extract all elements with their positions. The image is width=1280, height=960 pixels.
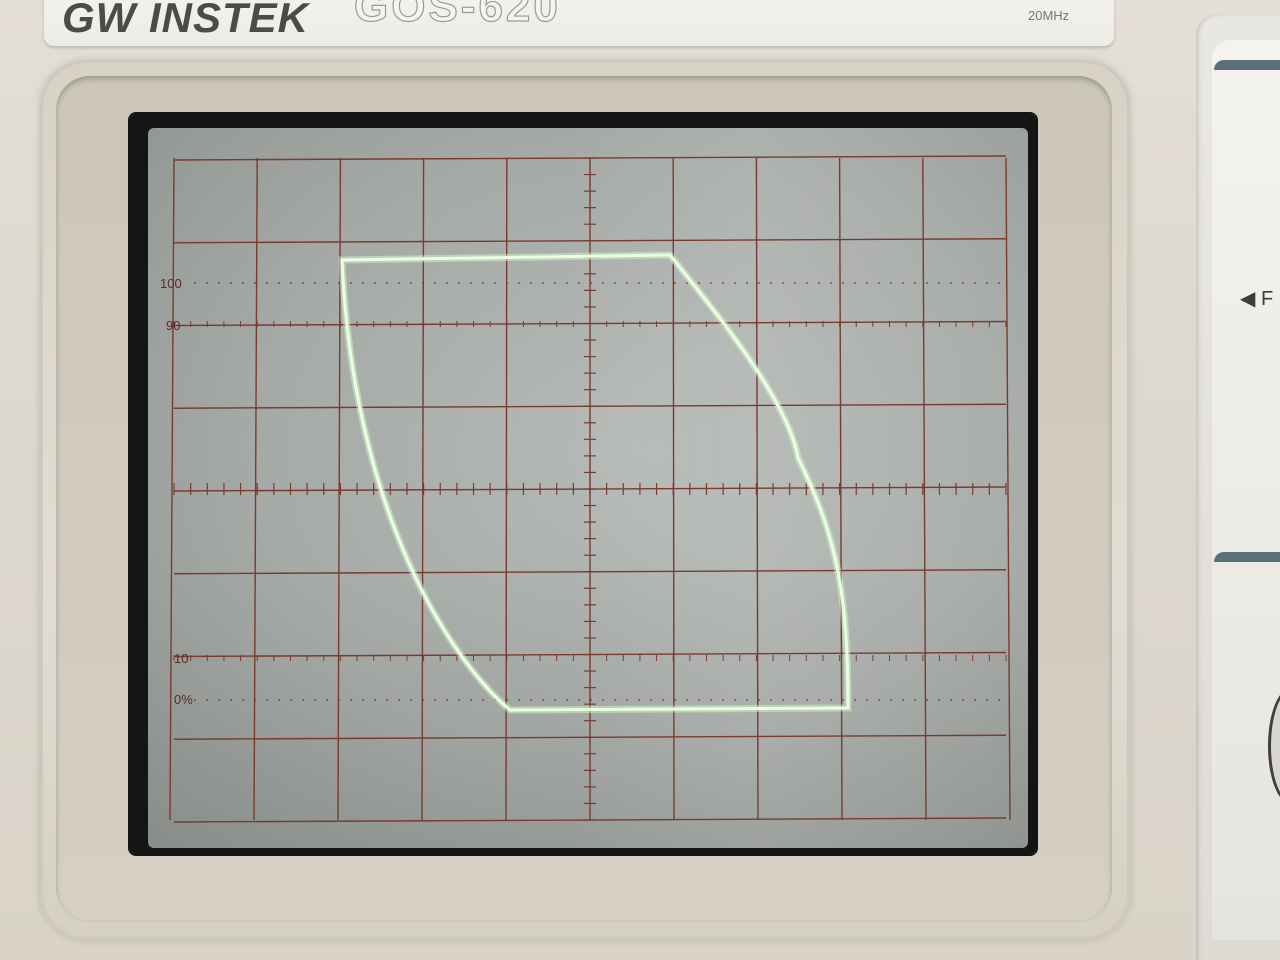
- label-100: 100: [160, 276, 182, 291]
- grid-vertical-line: [1005, 157, 1011, 821]
- grid-vertical-line: [253, 157, 258, 821]
- brand-strip: [44, 0, 1114, 46]
- screen-shadow: [148, 558, 1028, 848]
- grid-vertical-line: [922, 157, 927, 821]
- bandwidth-label: 20MHz: [1028, 8, 1070, 23]
- center-axis-ticks: [173, 157, 1007, 821]
- grid-vertical-line: [421, 157, 425, 821]
- side-control-panel-face: [1212, 40, 1280, 940]
- label-10: 10: [174, 651, 188, 666]
- graticule: 100 90 10 0%: [160, 155, 1011, 823]
- waveform-trace: [340, 253, 850, 712]
- brand-logo: GW INSTEK: [62, 0, 309, 41]
- panel-stripe-bottom: [1214, 552, 1280, 562]
- grid-vertical-line: [337, 157, 342, 821]
- dotted-reference-lines: [173, 282, 1007, 701]
- side-arrow-label: ◀ F: [1240, 288, 1274, 310]
- model-name: GOS-620: [353, 0, 561, 32]
- crt-screen: 100 90 10 0%: [148, 128, 1028, 848]
- label-90: 90: [166, 318, 180, 333]
- panel-stripe-top: [1214, 60, 1280, 70]
- grid-vertical-line: [838, 157, 843, 821]
- label-0-percent: 0%: [174, 692, 193, 707]
- grid-vertical-line: [169, 157, 175, 821]
